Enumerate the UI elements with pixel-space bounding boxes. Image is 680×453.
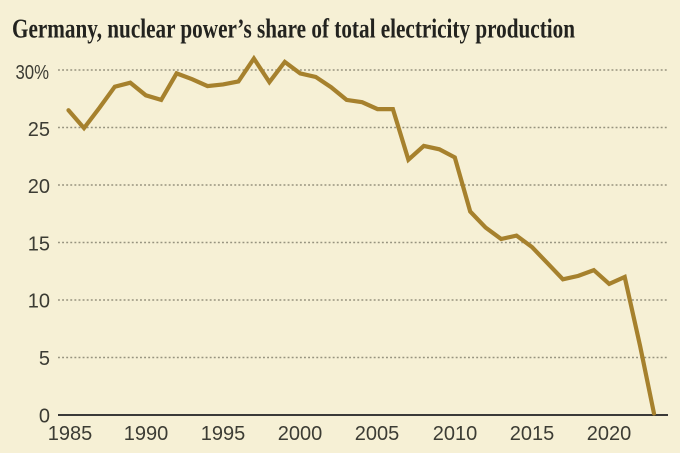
svg-text:2000: 2000 xyxy=(278,423,323,445)
svg-text:30%: 30% xyxy=(16,62,50,84)
svg-text:5: 5 xyxy=(39,348,50,370)
svg-text:1985: 1985 xyxy=(48,423,93,445)
svg-text:Germany, nuclear power’s share: Germany, nuclear power’s share of total … xyxy=(12,14,575,44)
svg-text:1990: 1990 xyxy=(124,423,169,445)
svg-text:2010: 2010 xyxy=(433,423,478,445)
svg-text:2005: 2005 xyxy=(355,423,400,445)
svg-text:20: 20 xyxy=(28,176,50,198)
svg-text:25: 25 xyxy=(28,119,50,141)
svg-text:1995: 1995 xyxy=(201,423,246,445)
svg-text:2015: 2015 xyxy=(510,423,555,445)
svg-text:2020: 2020 xyxy=(587,423,632,445)
svg-text:15: 15 xyxy=(28,233,50,255)
svg-text:0: 0 xyxy=(39,405,50,427)
svg-text:10: 10 xyxy=(28,291,50,313)
